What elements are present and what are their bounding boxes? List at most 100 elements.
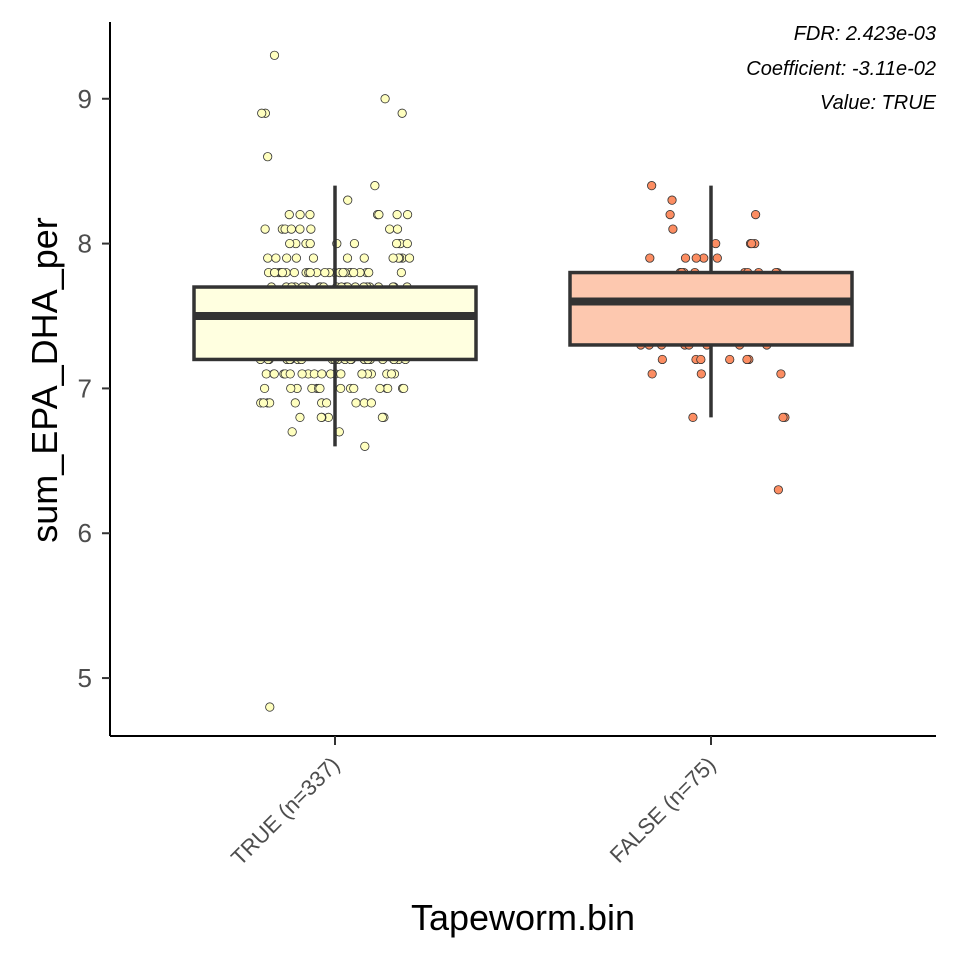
data-point <box>291 253 301 263</box>
data-point <box>305 267 315 278</box>
data-point <box>392 210 402 220</box>
annotation-coefficient: Coefficient: -3.11e-02 <box>746 58 936 80</box>
data-point <box>688 412 698 422</box>
data-point <box>277 267 288 278</box>
data-point <box>396 267 406 278</box>
x-ticks: TRUE (n=337) FALSE (n=75) <box>226 736 721 870</box>
data-point <box>399 383 409 394</box>
data-point <box>778 412 788 422</box>
boxes-layer <box>192 185 854 447</box>
data-point <box>284 210 294 220</box>
data-point <box>773 485 783 495</box>
data-point <box>305 210 315 220</box>
data-point <box>295 224 305 234</box>
data-point <box>286 383 296 394</box>
data-point <box>392 224 403 234</box>
data-point <box>776 369 786 379</box>
x-tick-label: FALSE (n=75) <box>605 752 721 868</box>
data-point <box>366 398 376 408</box>
data-point <box>647 181 657 191</box>
y-axis-title: sum_EPA_DHA_per <box>24 217 65 542</box>
data-point <box>691 253 701 263</box>
data-point <box>260 224 270 234</box>
y-tick-label: 6 <box>78 518 92 548</box>
data-point <box>270 267 280 278</box>
x-axis-title: Tapeworm.bin <box>411 897 635 938</box>
data-point <box>258 398 269 408</box>
data-point <box>342 253 353 263</box>
y-tick-label: 8 <box>78 229 92 259</box>
data-point <box>712 253 722 263</box>
data-point <box>295 412 305 422</box>
data-point <box>647 369 657 379</box>
data-point <box>667 195 677 205</box>
data-point <box>385 224 395 234</box>
data-point <box>380 94 390 104</box>
box-body <box>568 270 854 347</box>
data-point <box>269 50 280 60</box>
data-point <box>383 383 393 394</box>
data-point <box>349 267 359 278</box>
data-point <box>289 267 299 278</box>
y-ticks: 5 6 7 8 9 <box>78 84 110 693</box>
annotation-value: Value: TRUE <box>820 92 937 114</box>
data-point <box>391 238 402 249</box>
data-point <box>645 253 655 263</box>
data-point <box>269 369 279 379</box>
data-point <box>343 195 353 205</box>
data-point <box>338 267 348 278</box>
data-point <box>285 369 295 379</box>
data-point <box>742 354 752 365</box>
data-point <box>696 369 706 379</box>
data-point <box>696 354 706 365</box>
data-point <box>317 369 327 379</box>
data-point <box>402 210 413 220</box>
data-point <box>320 267 330 278</box>
data-point <box>657 354 667 365</box>
data-point <box>305 238 315 249</box>
data-point <box>680 253 691 263</box>
data-point <box>259 383 270 394</box>
data-point <box>397 108 407 118</box>
data-point <box>265 702 275 712</box>
data-point <box>271 253 281 263</box>
box-0 <box>192 185 478 447</box>
data-point <box>308 253 319 263</box>
data-point <box>665 210 675 220</box>
data-point <box>263 152 273 162</box>
box-1 <box>568 185 854 418</box>
y-tick-label: 9 <box>78 84 92 114</box>
data-point <box>336 369 346 379</box>
data-point <box>725 354 735 365</box>
data-point <box>282 253 292 263</box>
data-point <box>286 224 296 234</box>
data-point <box>402 238 412 249</box>
data-point <box>257 108 267 118</box>
data-point <box>285 238 295 249</box>
data-point <box>315 383 325 394</box>
data-point <box>360 441 370 451</box>
data-point <box>263 253 273 263</box>
data-point <box>375 383 385 394</box>
data-point <box>295 210 305 220</box>
data-point <box>287 427 297 437</box>
data-point <box>386 369 397 379</box>
data-point <box>668 224 678 234</box>
data-point <box>359 253 369 263</box>
data-point <box>321 398 332 408</box>
data-point <box>370 181 380 191</box>
data-point <box>377 412 387 422</box>
data-point <box>388 253 398 263</box>
box-body <box>192 285 478 362</box>
y-tick-label: 5 <box>78 663 92 693</box>
data-point <box>751 210 761 220</box>
data-point <box>349 383 359 394</box>
data-point <box>357 369 367 379</box>
data-point <box>404 253 415 263</box>
data-point <box>316 412 326 422</box>
data-point <box>747 238 757 249</box>
data-point <box>336 383 346 394</box>
data-point <box>306 224 316 234</box>
y-tick-label: 7 <box>78 373 92 403</box>
